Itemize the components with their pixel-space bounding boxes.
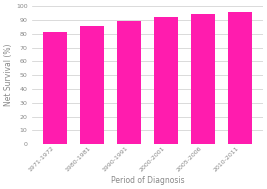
Bar (228, 12, 252, 144)
Bar (191, 14, 215, 144)
Bar (154, 16, 178, 144)
X-axis label: Period of Diagnosis: Period of Diagnosis (111, 176, 184, 185)
Bar (43, 32, 67, 144)
Y-axis label: Net Survival (%): Net Survival (%) (4, 44, 13, 106)
Bar (80, 26, 104, 144)
Bar (117, 21, 141, 144)
